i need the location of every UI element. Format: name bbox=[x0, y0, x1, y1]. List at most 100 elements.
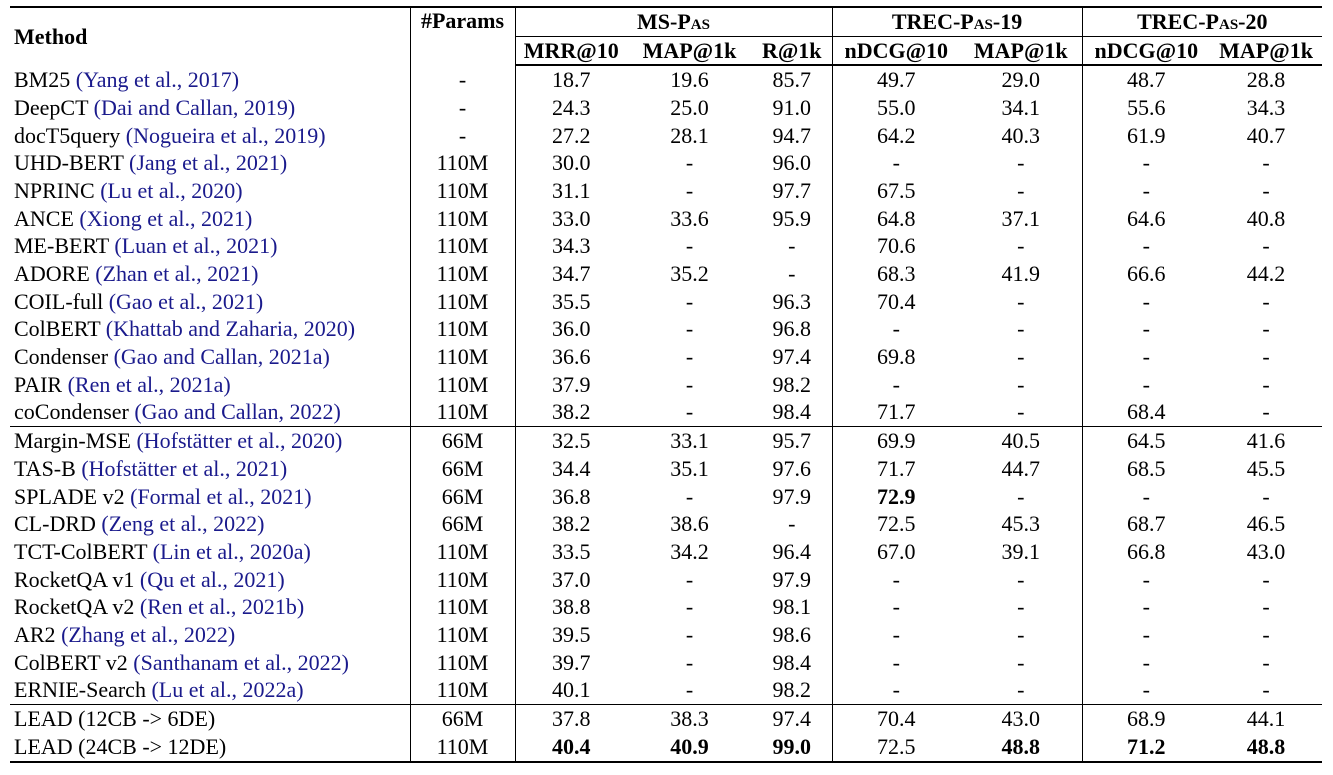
params-cell: 110M bbox=[410, 648, 516, 677]
value-cell: - bbox=[1262, 677, 1270, 703]
citation-link[interactable]: (Jang et al., 2021) bbox=[129, 150, 288, 176]
value-cell: - bbox=[1262, 649, 1270, 675]
value-cell: - bbox=[1142, 288, 1150, 314]
citation-link[interactable]: (Zhang et al., 2022) bbox=[61, 621, 236, 647]
value-cell: 66.6 bbox=[1127, 261, 1166, 287]
method-cell: coCondenser (Gao and Callan, 2022) bbox=[10, 398, 411, 427]
value-cell: - bbox=[960, 565, 1083, 594]
citation-link[interactable]: (Gao and Callan, 2022) bbox=[134, 399, 341, 425]
citation-link[interactable]: (Khattab and Zaharia, 2020) bbox=[105, 316, 356, 342]
value-cell: - bbox=[752, 510, 833, 539]
value-cell: - bbox=[1262, 233, 1270, 259]
method-cell: ColBERT v2 (Santhanam et al., 2022) bbox=[10, 648, 411, 677]
citation-link[interactable]: (Formal et al., 2021) bbox=[130, 483, 312, 509]
citation-link[interactable]: (Xiong et al., 2021) bbox=[79, 205, 253, 231]
method-cell: Margin-MSE (Hofstätter et al., 2020) bbox=[10, 426, 411, 455]
citation-link[interactable]: (Lu et al., 2020) bbox=[100, 177, 243, 203]
value-cell: 70.4 bbox=[832, 704, 961, 733]
method-name: COIL-full bbox=[14, 288, 109, 314]
method-name: Condenser bbox=[14, 344, 114, 370]
column-header: MAP@1k bbox=[960, 36, 1083, 67]
citation-link[interactable]: (Hofstätter et al., 2021) bbox=[81, 455, 288, 481]
value-cell: 71.7 bbox=[877, 455, 916, 481]
value-cell: - bbox=[685, 566, 694, 592]
citation-link[interactable]: (Ren et al., 2021b) bbox=[139, 594, 305, 620]
value-cell: - bbox=[1262, 621, 1270, 647]
value-cell: 30.0 bbox=[552, 150, 591, 176]
value-cell: 48.8 bbox=[1210, 732, 1323, 763]
group-header-trec-pas-19: TREC-Pas-19 bbox=[832, 5, 1083, 37]
value-cell: 68.9 bbox=[1082, 704, 1211, 733]
value-cell: 33.0 bbox=[552, 205, 591, 231]
value-cell: 70.6 bbox=[877, 233, 916, 259]
value-cell: 34.3 bbox=[1246, 94, 1286, 120]
value-cell: 96.3 bbox=[752, 287, 833, 316]
citation-link[interactable]: (Nogueira et al., 2019) bbox=[125, 122, 326, 148]
method-cell: PAIR (Ren et al., 2021a) bbox=[10, 370, 411, 399]
citation-link[interactable]: (Hofstätter et al., 2020) bbox=[136, 428, 343, 454]
method-cell: COIL-full (Gao et al., 2021) bbox=[10, 287, 411, 316]
citation-link[interactable]: (Gao and Callan, 2021a) bbox=[113, 344, 330, 370]
citation-link[interactable]: (Zeng et al., 2022) bbox=[101, 511, 265, 537]
value-cell: 97.4 bbox=[752, 704, 833, 733]
value-cell: - bbox=[960, 370, 1083, 399]
citation-link[interactable]: (Lin et al., 2020a) bbox=[152, 538, 311, 564]
value-cell: - bbox=[892, 316, 900, 342]
method-name: ColBERT bbox=[14, 316, 106, 342]
value-cell: 40.5 bbox=[960, 426, 1083, 455]
value-cell: 55.6 bbox=[1127, 94, 1166, 120]
citation-link[interactable]: (Luan et al., 2021) bbox=[114, 233, 278, 259]
citation-link[interactable]: (Zhan et al., 2021) bbox=[95, 261, 259, 287]
value-cell: - bbox=[960, 315, 1083, 344]
value-cell: - bbox=[960, 287, 1083, 316]
method-cell: AR2 (Zhang et al., 2022) bbox=[10, 621, 411, 649]
value-cell: - bbox=[960, 648, 1083, 677]
value-cell: 38.3 bbox=[627, 704, 752, 733]
column-header: MAP@1k bbox=[627, 36, 752, 67]
value-cell: - bbox=[960, 621, 1083, 649]
value-cell: - bbox=[1262, 177, 1270, 203]
citation-link[interactable]: (Lu et al., 2022a) bbox=[151, 677, 304, 703]
method-name: ANCE bbox=[14, 205, 80, 231]
table-row: CL-DRD (Zeng et al., 2022) 66M 38.2 38.6-72… bbox=[10, 510, 1322, 539]
citation-link[interactable]: (Yang et al., 2017) bbox=[75, 66, 240, 92]
value-cell: 37.8 bbox=[515, 704, 627, 733]
table-row: BM25 (Yang et al., 2017) -18.7 19.6 85.7 49.… bbox=[10, 65, 1322, 95]
value-cell: 67.5 bbox=[877, 177, 916, 203]
value-cell: - bbox=[960, 398, 1083, 427]
method-cell: ERNIE-Search (Lu et al., 2022a) bbox=[10, 676, 411, 705]
value-cell: 24.3 bbox=[552, 94, 591, 120]
value-cell: 97.9 bbox=[752, 565, 833, 594]
citation-link[interactable]: (Qu et al., 2021) bbox=[139, 566, 285, 592]
method-cell: TAS-B (Hofstätter et al., 2021) bbox=[10, 455, 411, 483]
method-cell: NPRINC (Lu et al., 2020) bbox=[10, 177, 411, 205]
value-cell: 45.5 bbox=[1246, 455, 1286, 481]
params-cell: 110M bbox=[410, 343, 516, 371]
params-cell: 110M bbox=[410, 676, 516, 705]
citation-link[interactable]: (Santhanam et al., 2022) bbox=[133, 649, 349, 675]
value-cell: 64.5 bbox=[1082, 426, 1211, 455]
value-cell: - bbox=[1262, 483, 1270, 509]
value-cell: 68.5 bbox=[1127, 455, 1166, 481]
table-row: ColBERT (Khattab and Zaharia, 2020) 110M 3… bbox=[10, 315, 1322, 344]
method-name: RocketQA v1 bbox=[14, 566, 140, 592]
value-cell: 33.6 bbox=[670, 205, 709, 231]
value-cell: 36.8 bbox=[552, 483, 591, 509]
value-cell: 48.8 bbox=[960, 732, 1083, 763]
citation-link[interactable]: (Ren et al., 2021a) bbox=[67, 371, 231, 397]
value-cell: - bbox=[1262, 288, 1270, 314]
value-cell: 97.4 bbox=[752, 343, 833, 371]
method-cell: TCT-ColBERT (Lin et al., 2020a) bbox=[10, 538, 411, 566]
method-name: BM25 bbox=[14, 66, 76, 92]
citation-link[interactable]: (Dai and Callan, 2019) bbox=[93, 94, 296, 120]
method-name: ME-BERT bbox=[14, 233, 115, 259]
params-cell: 110M bbox=[410, 370, 516, 399]
params-cell: 110M bbox=[410, 260, 516, 288]
table-row: PAIR (Ren et al., 2021a) 110M 37.9-98.2- - -… bbox=[10, 370, 1322, 399]
method-name: ColBERT v2 bbox=[14, 649, 134, 675]
value-cell: 38.2 bbox=[552, 399, 591, 425]
method-name: ADORE bbox=[14, 261, 96, 287]
value-cell: - bbox=[892, 677, 900, 703]
value-cell: - bbox=[892, 649, 900, 675]
citation-link[interactable]: (Gao et al., 2021) bbox=[108, 288, 264, 314]
